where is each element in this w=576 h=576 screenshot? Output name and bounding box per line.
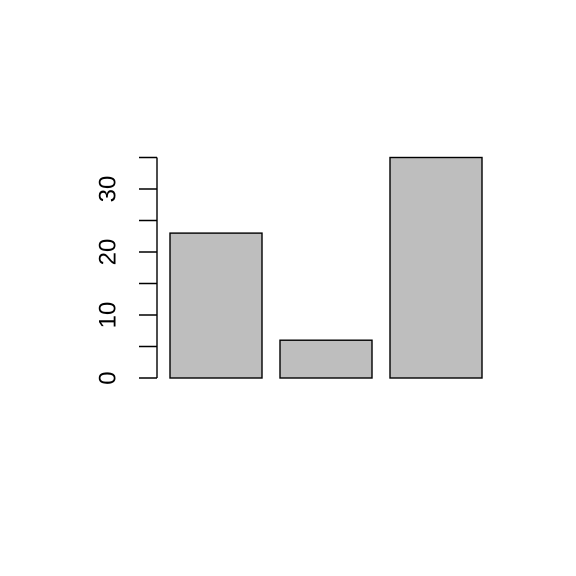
y-tick-label-30: 30 — [95, 176, 122, 203]
y-tick-label-0: 0 — [95, 371, 122, 384]
bar-1 — [169, 232, 263, 379]
bar-2 — [279, 339, 373, 379]
y-axis: 0 10 20 30 — [95, 156, 158, 385]
bars — [169, 156, 483, 379]
bar-3 — [389, 156, 483, 379]
y-tick-label-20: 20 — [95, 239, 122, 266]
y-tick-label-10: 10 — [95, 302, 122, 329]
